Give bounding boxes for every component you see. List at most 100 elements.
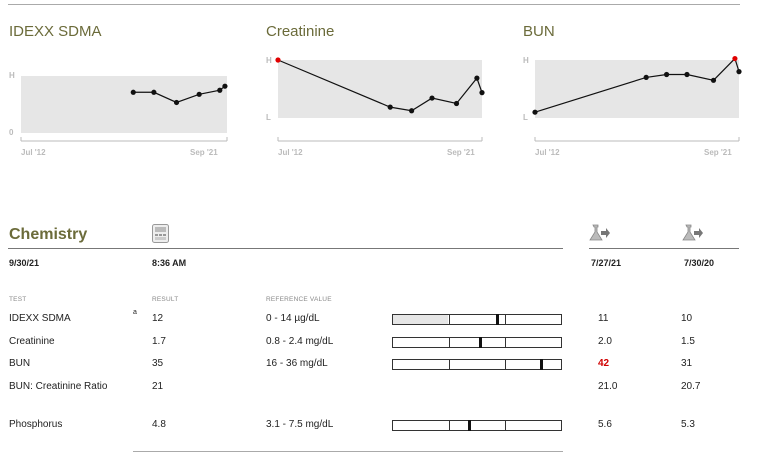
- range-bar-tick: [448, 421, 450, 430]
- test-name[interactable]: BUN: Creatinine Ratio: [9, 381, 108, 392]
- low-label: L: [523, 113, 528, 122]
- range-bar-tick: [505, 421, 507, 430]
- prev-result-2: 1.5: [681, 336, 695, 347]
- trend-chart-sdma[interactable]: IDEXX SDMA H 0 Jul '12 Sep '21: [9, 0, 249, 170]
- range-bar: [392, 314, 562, 325]
- prev-result-1: 5.6: [598, 419, 612, 430]
- high-label: H: [9, 71, 15, 80]
- range-bar-tick: [448, 338, 450, 347]
- trend-point: [532, 109, 538, 115]
- high-label: H: [523, 56, 529, 65]
- col-header-test: TEST: [9, 296, 27, 303]
- result-marker: [496, 314, 500, 325]
- footnote-flag: a: [133, 309, 137, 316]
- prev-result-1: 42: [598, 358, 610, 369]
- top-divider: [8, 4, 740, 5]
- run-date: 9/30/21: [9, 258, 40, 268]
- bottom-divider: [133, 451, 563, 452]
- trend-point: [684, 71, 690, 78]
- range-bar-tick: [505, 315, 507, 324]
- trend-point: [429, 95, 435, 101]
- result-marker: [479, 337, 483, 348]
- x-axis-start-label: Jul '12: [21, 148, 46, 157]
- range-bar: [392, 337, 562, 348]
- trend-series: [275, 57, 485, 114]
- col-header-reference: REFERENCE VALUE: [266, 296, 332, 303]
- prev-result-2: 31: [681, 358, 693, 369]
- trend-point: [736, 69, 742, 75]
- trend-point: [387, 104, 393, 110]
- low-label: 0: [9, 128, 14, 137]
- prev-result-2: 5.3: [681, 419, 695, 430]
- trend-point: [222, 83, 228, 89]
- x-axis-end-label: Sep '21: [704, 148, 732, 157]
- flask-send-icon[interactable]: [589, 223, 611, 243]
- trend-point: [663, 71, 670, 78]
- prev-result-2: 10: [681, 313, 693, 324]
- trend-point: [217, 87, 223, 93]
- prev-date-2[interactable]: 7/30/20: [684, 258, 715, 268]
- normal-range-band: [278, 60, 482, 118]
- reference-range: 0.8 - 2.4 mg/dL: [266, 336, 334, 347]
- trend-point: [409, 108, 415, 114]
- trend-series: [532, 55, 742, 115]
- trend-svg: H 0 Jul '12 Sep '21: [9, 71, 228, 157]
- trend-svg: H L Jul '12 Sep '21: [523, 55, 742, 157]
- run-time: 8:36 AM: [152, 258, 187, 268]
- test-name[interactable]: BUN: [9, 358, 31, 369]
- low-label: L: [266, 113, 271, 122]
- trend-point: [643, 74, 649, 80]
- range-bar-tick: [505, 360, 507, 369]
- trend-title: BUN: [523, 23, 555, 40]
- test-name[interactable]: Creatinine: [9, 336, 55, 347]
- trend-point: [479, 90, 485, 96]
- normal-range-band: [21, 76, 227, 133]
- col-header-result: RESULT: [152, 296, 179, 303]
- analyzer-icon[interactable]: [152, 224, 169, 243]
- normal-range-band: [535, 60, 739, 118]
- result-value: 21: [152, 381, 164, 392]
- reference-range: 3.1 - 7.5 mg/dL: [266, 419, 334, 430]
- test-name[interactable]: IDEXX SDMA: [9, 313, 71, 324]
- trend-series: [130, 83, 228, 106]
- trend-point: [453, 100, 460, 107]
- trend-chart-creatinine[interactable]: Creatinine H L Jul '12 Sep '21: [266, 0, 506, 170]
- range-bar: [392, 420, 562, 431]
- reference-range: 0 - 14 µg/dL: [266, 313, 320, 324]
- flask-send-icon[interactable]: [682, 223, 704, 243]
- prev-result-1: 2.0: [598, 336, 612, 347]
- range-bar-tick: [505, 338, 507, 347]
- trend-point-high: [275, 57, 281, 63]
- range-bar: [392, 359, 562, 370]
- prev-result-2: 20.7: [681, 381, 701, 392]
- trend-point: [151, 89, 157, 95]
- trend-point-high: [732, 55, 738, 62]
- result-value: 35: [152, 358, 164, 369]
- section-title: Chemistry: [9, 226, 88, 243]
- test-name[interactable]: Phosphorus: [9, 419, 63, 430]
- range-bar-tick: [448, 315, 450, 324]
- trend-chart-bun[interactable]: BUN H L Jul '12 Sep '21: [523, 0, 758, 170]
- x-axis-start-label: Jul '12: [535, 148, 560, 157]
- x-axis-start-label: Jul '12: [278, 148, 303, 157]
- prev-result-1: 21.0: [598, 381, 618, 392]
- x-axis-end-label: Sep '21: [447, 148, 475, 157]
- trend-point: [173, 99, 180, 106]
- range-bar-tick: [448, 360, 450, 369]
- result-marker: [467, 420, 471, 431]
- result-value: 12: [152, 313, 164, 324]
- trend-title: Creatinine: [266, 23, 335, 40]
- header-divider: [8, 248, 563, 249]
- trend-point: [196, 91, 202, 97]
- trend-point: [130, 89, 136, 95]
- prev-result-1: 11: [598, 313, 609, 324]
- trend-point: [474, 75, 480, 81]
- prev-date-1[interactable]: 7/27/21: [591, 258, 622, 268]
- x-axis-end-label: Sep '21: [190, 148, 218, 157]
- trend-point: [710, 77, 717, 83]
- result-marker: [539, 359, 543, 370]
- trend-svg: H L Jul '12 Sep '21: [266, 56, 485, 157]
- high-label: H: [266, 56, 272, 65]
- result-value: 4.8: [152, 419, 166, 430]
- reference-range: 16 - 36 mg/dL: [266, 358, 328, 369]
